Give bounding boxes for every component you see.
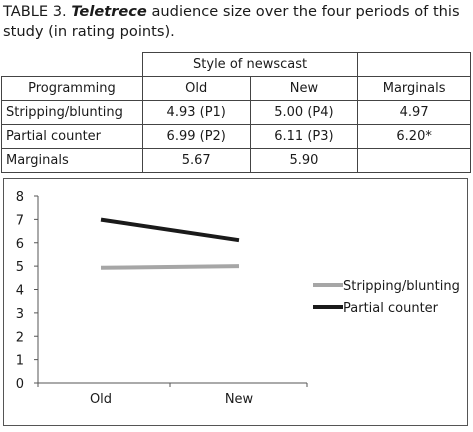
table-cell (357, 148, 471, 173)
chart-canvas: 0 1 2 3 4 5 6 7 8 Old New Stripping/blunting Partial… (16, 190, 460, 407)
table-cell: 5.67 (141, 148, 251, 173)
table-cell: 6.20* (357, 124, 471, 149)
y-tick-label: 3 (16, 307, 24, 322)
table-cell: 4.93 (P1) (141, 100, 251, 125)
caption-prefix: TABLE 3. (3, 3, 72, 20)
table-row: Marginals 5.67 5.90 (1, 148, 471, 173)
caption-text: audience size over the four periods of t… (3, 3, 460, 40)
series-line-stripping-blunting (100, 264, 240, 270)
y-tick-label: 5 (16, 260, 24, 275)
y-tick-label: 2 (16, 330, 24, 345)
table-cell: 6.99 (P2) (141, 124, 251, 149)
table-group-header-row: Style of newscast (1, 52, 471, 77)
table-caption: TABLE 3. Teletrece audience size over th… (3, 2, 471, 42)
group-header: Style of newscast (141, 52, 359, 77)
series-line-partial-counter (100, 217, 240, 243)
table-row: Partial counter 6.99 (P2) 6.11 (P3) 6.20… (1, 124, 471, 149)
table-blank-cell (1, 52, 143, 77)
column-header: Marginals (357, 76, 471, 101)
column-header: Old (141, 76, 251, 101)
x-tick-label: New (225, 392, 254, 407)
y-tick-label: 6 (16, 237, 24, 252)
table-cell: 4.97 (357, 100, 471, 125)
column-header: Programming (1, 76, 143, 101)
y-tick-label: 7 (16, 213, 24, 228)
data-table: Style of newscast Programming Old New Ma… (1, 52, 471, 173)
y-tick-label: 1 (16, 354, 24, 369)
legend-label: Partial counter (343, 301, 439, 316)
y-tick-label: 4 (16, 284, 24, 299)
table-row: Stripping/blunting 4.93 (P1) 5.00 (P4) 4… (1, 100, 471, 125)
row-label: Marginals (1, 148, 143, 173)
caption-program-name: Teletrece (71, 3, 147, 20)
table-blank-cell (357, 52, 471, 77)
legend-label: Stripping/blunting (343, 279, 460, 294)
table-cell: 6.11 (P3) (249, 124, 359, 149)
table-cell: 5.00 (P4) (249, 100, 359, 125)
column-header: New (249, 76, 359, 101)
table-header-row: Programming Old New Marginals (1, 76, 471, 101)
row-label: Partial counter (1, 124, 143, 149)
y-tick-label: 0 (16, 377, 24, 392)
line-chart: 0 1 2 3 4 5 6 7 8 Old New Stripping/blunting Partial… (3, 178, 468, 426)
table-cell: 5.90 (249, 148, 359, 173)
x-tick-label: Old (90, 392, 112, 407)
row-label: Stripping/blunting (1, 100, 143, 125)
y-tick-label: 8 (16, 190, 24, 205)
